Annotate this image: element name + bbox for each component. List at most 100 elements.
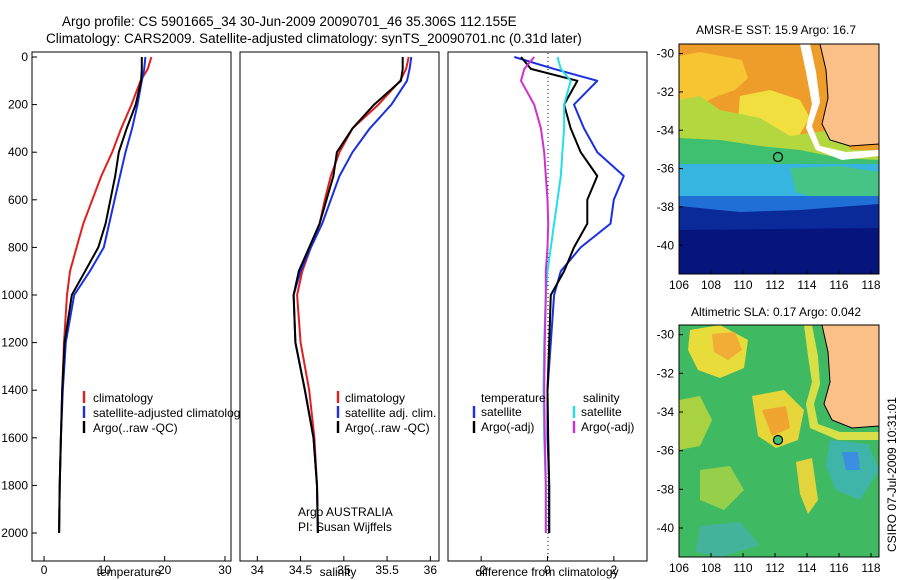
header-line-1: Argo profile: CS 5901665_34 30-Jun-2009 … (62, 14, 517, 29)
csiro-timestamp: CSIRO 07-Jul-2009 10:31:01 (885, 397, 899, 552)
sla-coast-band (804, 325, 879, 440)
sst-green-patch (790, 166, 879, 200)
depth-tick-label: 400 (8, 145, 28, 159)
map-y-tick-label: -38 (657, 482, 675, 496)
difference-legend: temperature salinity satellite Argo(-adj… (472, 391, 634, 434)
x-tick-label: 35 (337, 563, 351, 577)
salinity-annotation-1: Argo AUSTRALIA (298, 505, 393, 519)
depth-tick-label: 1000 (1, 288, 28, 302)
x-tick-label: 20 (158, 563, 172, 577)
x-tick-label: 36 (424, 563, 438, 577)
legend-label-climatology: climatology (93, 391, 153, 405)
temperature-axes-box (31, 51, 232, 562)
argo-float-marker (772, 434, 784, 446)
sla-lime-patch (700, 466, 744, 510)
depth-tick-label: 1200 (1, 336, 28, 350)
sst-deep-blue (679, 228, 879, 274)
difference-xlabel: difference from climatology (475, 565, 618, 579)
header-line-2: Climatology: CARS2009. Satellite-adjuste… (46, 31, 582, 46)
map-y-tick-label: -38 (657, 200, 675, 214)
sst-x-ticks: 106 108 110 112 114 116 118 (669, 270, 881, 292)
australia-land (819, 44, 879, 147)
temperature-curves (58, 56, 153, 534)
sst-yellow-patch (679, 52, 748, 104)
legend-label-argo: Argo(..raw -QC) (345, 421, 430, 435)
sst-map-panel: AMSR-E SST: 15.9 Argo: 16.7 -30 -32 -34 -36… (657, 23, 881, 292)
sla-teal-patch (696, 522, 760, 557)
difference-panel: -2 0 2 difference from climatology tempera… (447, 51, 648, 579)
legend-label-temp-argo: Argo(-adj) (481, 420, 534, 434)
legend-label-argo: Argo(..raw -QC) (93, 421, 178, 435)
map-y-tick-label: -36 (657, 162, 675, 176)
map-y-tick-label: -32 (657, 366, 675, 380)
map-y-tick-label: -34 (657, 123, 675, 137)
argo-float-marker (772, 151, 784, 163)
map-x-tick-label: 110 (733, 278, 752, 292)
x-tick-label: 34 (251, 563, 265, 577)
map-x-tick-label: 114 (797, 278, 816, 292)
salinity-annotation-2: PI: Susan Wijffels (298, 520, 392, 534)
x-tick-label: 0 (41, 563, 48, 577)
map-x-tick-label: 108 (701, 561, 721, 575)
salinity-xlabel: salinity (320, 565, 357, 579)
sla-lime-patch (679, 396, 712, 450)
legend-header-salinity: salinity (583, 391, 620, 405)
map-x-tick-label: 116 (829, 278, 848, 292)
legend-label-satellite: satellite-adjusted climatology (93, 406, 246, 420)
legend-label-sal-argo: Argo(-adj) (581, 420, 634, 434)
series-line-argo-raw-qc- (292, 57, 404, 534)
x-tick-label: 2 (610, 563, 617, 577)
x-tick-label: 35.5 (375, 563, 399, 577)
salinity-curves (292, 56, 413, 534)
sst-map-field (679, 44, 879, 274)
map-y-tick-label: -40 (657, 238, 675, 252)
map-x-tick-label: 112 (765, 561, 784, 575)
legend-label-satellite: satellite adj. clim. (345, 406, 436, 420)
map-y-tick-label: -30 (657, 47, 675, 61)
sst-y-ticks: -30 -32 -34 -36 -38 -40 (657, 47, 683, 252)
x-tick-label: 34.5 (289, 563, 313, 577)
map-x-tick-label: 110 (733, 561, 752, 575)
sst-coast-band (800, 44, 879, 160)
salinity-legend: climatology satellite adj. clim. Argo(..… (336, 391, 436, 435)
depth-ticks: 0 200 400 600 800 1000 1200 1400 1600 1800 2000 (1, 50, 37, 540)
temperature-legend: climatology satellite-adjusted climatolo… (82, 391, 246, 435)
sla-orange-patch (712, 332, 742, 360)
series-line-salinity-argo-adj- (520, 56, 550, 533)
depth-tick-label: 2000 (1, 526, 28, 540)
difference-x-ticks: -2 0 2 (476, 556, 617, 577)
map-x-tick-label: 106 (669, 278, 689, 292)
depth-tick-label: 0 (21, 50, 28, 64)
map-y-tick-label: -34 (657, 405, 675, 419)
sla-map-panel: Altimetric SLA: 0.17 Argo: 0.042 -30-32-… (657, 305, 881, 575)
x-tick-label: 30 (218, 563, 232, 577)
x-tick-label: 10 (98, 563, 112, 577)
temperature-x-ticks: 0 10 20 30 (41, 556, 232, 577)
salinity-axes-box (239, 51, 440, 562)
sla-map-title: Altimetric SLA: 0.17 Argo: 0.042 (691, 305, 861, 319)
map-x-tick-label: 118 (861, 561, 880, 575)
temperature-panel: 0 10 20 30 0 200 400 600 800 1000 1200 1400 1600 180… (1, 50, 246, 579)
legend-label-temp-satellite: satellite (481, 405, 522, 419)
map-x-tick-label: 108 (701, 278, 721, 292)
temperature-xlabel: temperature (97, 565, 162, 579)
sst-map-title: AMSR-E SST: 15.9 Argo: 16.7 (696, 23, 856, 37)
sla-y-ticks: -30 -32 -34 -36 -38 -40 (657, 328, 683, 535)
legend-header-temperature: temperature (481, 391, 546, 405)
map-x-tick-label: 116 (829, 561, 848, 575)
australia-land (821, 325, 879, 429)
sla-map-frame (678, 324, 880, 558)
x-tick-label: 0 (544, 563, 551, 577)
x-tick-label: -2 (476, 563, 487, 577)
salinity-x-ticks: 34 34.5 35 35.5 36 (251, 556, 438, 577)
depth-tick-label: 200 (8, 98, 28, 112)
depth-tick-label: 800 (8, 240, 28, 254)
series-line-argo-raw-qc- (58, 57, 143, 534)
sla-orange-patch (762, 406, 790, 436)
map-x-tick-label: 114 (797, 561, 816, 575)
legend-label-sal-satellite: satellite (581, 405, 622, 419)
map-x-tick-label: 112 (765, 278, 784, 292)
depth-tick-label: 1600 (1, 431, 28, 445)
map-y-tick-label: -40 (657, 521, 675, 535)
